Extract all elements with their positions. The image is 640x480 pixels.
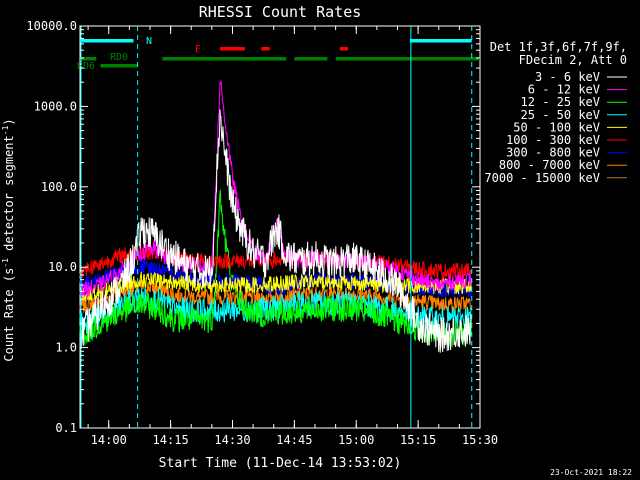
flare-bar <box>261 47 270 51</box>
legend-entry-label: 12 - 25 keV <box>521 95 600 109</box>
x-tick-label: 15:15 <box>400 433 436 447</box>
y-axis-label-sup: -1 <box>1 258 10 268</box>
x-tick-label: 14:30 <box>214 433 250 447</box>
legend-header-2: FDecim 2, Att 0 <box>519 53 627 67</box>
series-line-2 <box>79 189 472 348</box>
legend-entry-label: 50 - 100 keV <box>513 120 600 134</box>
rd6-label: RD6 <box>77 61 95 72</box>
plot-border <box>79 25 481 429</box>
legend-entry-label: 800 - 7000 keV <box>499 158 600 172</box>
chart-title: RHESSI Count Rates <box>199 3 362 21</box>
x-tick-label: 15:30 <box>462 433 498 447</box>
legend-entry-label: 25 - 50 keV <box>521 108 600 122</box>
y-tick-label: 1000.0 <box>34 99 77 113</box>
decimation-bar <box>162 57 287 61</box>
legend-entry-label: 3 - 6 keV <box>535 70 600 84</box>
legend-header-1: Det 1f,3f,6f,7f,9f, <box>490 40 627 54</box>
series-group <box>79 80 472 353</box>
y-tick-label: 100.0 <box>41 180 77 194</box>
x-tick-label: 15:00 <box>338 433 374 447</box>
night-label: N <box>146 36 152 47</box>
flare-bar <box>339 47 348 51</box>
y-axis-label-main: Count Rate (s <box>2 268 16 362</box>
y-axis-label-tail: detector segment <box>2 135 16 258</box>
y-tick-label: 10000.0 <box>26 19 77 33</box>
rd0-label: RD0 <box>110 52 128 63</box>
x-tick-label: 14:15 <box>153 433 189 447</box>
legend-entry-label: 300 - 800 keV <box>506 146 600 160</box>
axis-ticks: 0.1 1.0 10.0 100.0 1000.0 10000.0 14:00 14:15 14… <box>26 19 498 447</box>
y-tick-label: 1.0 <box>55 341 77 355</box>
attenuator-lines <box>80 26 473 428</box>
rd6-bar <box>100 64 138 68</box>
x-tick-label: 14:00 <box>91 433 127 447</box>
decimation-bar <box>294 57 328 61</box>
plot-frame <box>79 25 481 429</box>
flare-label: F <box>195 44 201 55</box>
x-tick-label: 14:45 <box>276 433 312 447</box>
y-tick-label: 10.0 <box>48 260 77 274</box>
legend-entry-label: 7000 - 15000 keV <box>484 171 600 185</box>
series-line-0 <box>79 109 472 353</box>
generation-timestamp: 23-Oct-2021 18:22 <box>550 468 632 477</box>
legend-entry-label: 6 - 12 keV <box>528 83 600 97</box>
night-bar <box>409 39 472 43</box>
legend-entry-label: 100 - 300 keV <box>506 133 600 147</box>
decimation-bar <box>80 57 97 61</box>
y-axis-label: Count Rate (s-1 detector segment-1) <box>1 118 16 361</box>
decimation-bar <box>335 57 480 61</box>
y-axis-label-sup2: -1 <box>1 125 10 135</box>
flare-bar <box>220 47 245 51</box>
x-axis-label: Start Time (11-Dec-14 13:53:02) <box>159 456 402 471</box>
series-line-4 <box>79 271 472 302</box>
y-axis-label-end: ) <box>2 118 16 125</box>
night-bar <box>80 39 134 43</box>
y-tick-label: 0.1 <box>55 421 77 435</box>
legend: Det 1f,3f,6f,7f,9f, FDecim 2, Att 0 3 - … <box>484 40 627 185</box>
status-bars: N F RD0 RD6 <box>77 36 480 72</box>
